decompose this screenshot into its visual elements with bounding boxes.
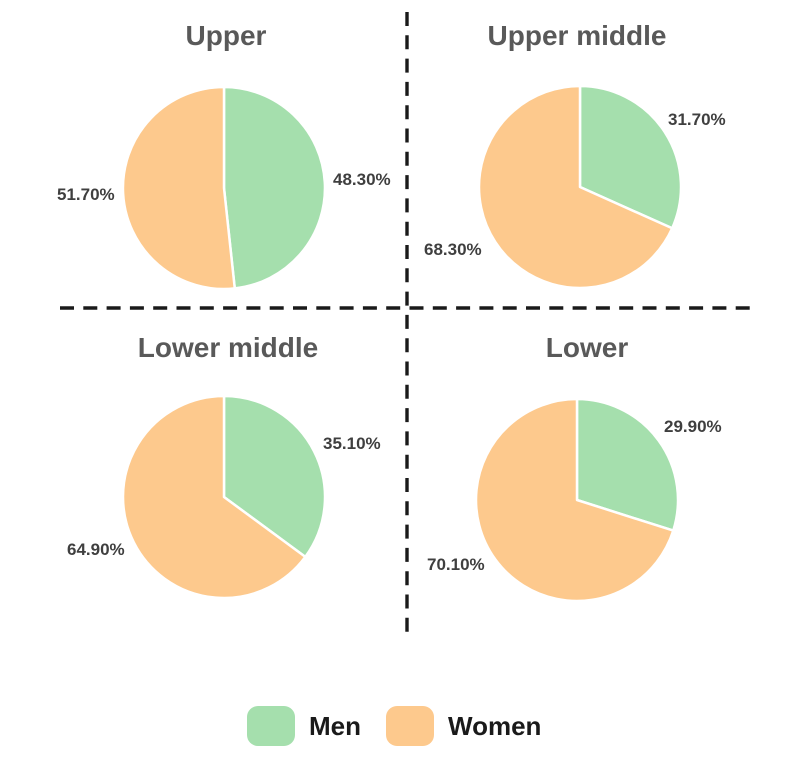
legend: Men Women xyxy=(247,706,541,746)
pie-slice-women xyxy=(477,84,674,290)
chart-title-lower-middle: Lower middle xyxy=(137,332,319,363)
pie-slice-women xyxy=(121,394,307,600)
legend-label-men: Men xyxy=(309,711,361,741)
legend-item-women: Women xyxy=(386,706,541,746)
pie-slice-men xyxy=(222,394,327,559)
pie-lower xyxy=(474,397,680,603)
chart-title-upper-middle: Upper middle xyxy=(487,20,667,51)
data-label-lower-middle-women: 64.90% xyxy=(67,540,125,559)
pie-upper-middle xyxy=(477,84,683,290)
data-label-lower-women: 70.10% xyxy=(427,555,485,574)
pie-slice-men xyxy=(222,85,327,290)
pie-slice-men xyxy=(578,84,683,230)
data-label-upper-men: 48.30% xyxy=(333,170,391,189)
pie-upper xyxy=(121,85,327,291)
data-label-lower-middle-men: 35.10% xyxy=(323,434,381,453)
data-label-upper-middle-women: 68.30% xyxy=(424,240,482,259)
women-color-swatch xyxy=(386,706,434,746)
chart-title-upper: Upper xyxy=(185,20,267,51)
chart-title-lower: Lower xyxy=(545,332,629,363)
data-label-upper-women: 51.70% xyxy=(57,185,115,204)
pie-slice-women xyxy=(474,397,675,603)
pie-slice-men xyxy=(575,397,680,532)
legend-label-women: Women xyxy=(448,711,542,741)
pie-slice-women xyxy=(121,85,237,291)
men-color-swatch xyxy=(247,706,295,746)
pie-lower-middle xyxy=(121,394,327,600)
data-label-lower-men: 29.90% xyxy=(664,417,722,436)
legend-item-men: Men xyxy=(247,706,361,746)
data-label-upper-middle-men: 31.70% xyxy=(668,110,726,129)
